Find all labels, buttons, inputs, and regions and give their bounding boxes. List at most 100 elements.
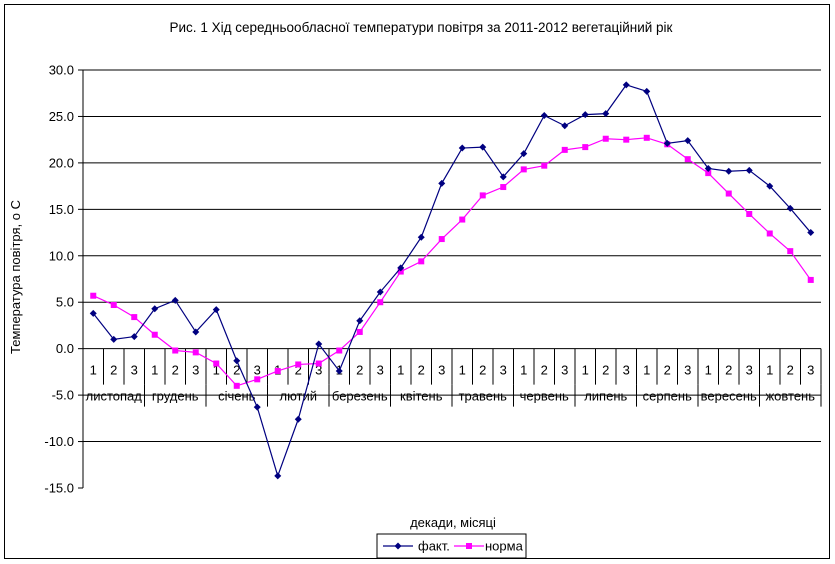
y-tick-label: -10.0 [44, 434, 74, 449]
month-label: листопад [86, 389, 143, 404]
data-point [192, 349, 199, 356]
decade-label: 1 [643, 363, 650, 378]
month-label: квітень [400, 389, 443, 404]
data-point [459, 216, 466, 223]
decade-label: 3 [192, 363, 199, 378]
data-point [581, 111, 589, 119]
data-point [684, 137, 692, 145]
data-point [274, 472, 282, 480]
data-point [520, 166, 527, 173]
data-point [233, 357, 241, 365]
decade-label: 2 [295, 363, 302, 378]
data-point [336, 347, 343, 354]
data-point [725, 167, 733, 175]
data-point [705, 170, 712, 177]
month-label: січень [218, 389, 256, 404]
series-actual [89, 81, 815, 480]
data-point [376, 288, 384, 296]
data-point [807, 229, 815, 237]
data-point [438, 179, 446, 187]
data-point [377, 299, 384, 306]
decade-label: 2 [787, 363, 794, 378]
data-point [397, 268, 404, 275]
decade-label: 2 [541, 363, 548, 378]
data-point [131, 314, 138, 321]
data-point [786, 204, 794, 212]
data-point [458, 144, 466, 152]
data-point [418, 258, 425, 265]
chart-area [4, 4, 830, 559]
data-point [335, 367, 343, 375]
data-point [684, 156, 691, 163]
decade-label: 2 [356, 363, 363, 378]
data-point [602, 135, 609, 142]
decade-label: 3 [315, 363, 322, 378]
month-label: жовтень [765, 389, 815, 404]
data-point [89, 309, 97, 317]
data-point [151, 331, 158, 338]
decade-label: 1 [213, 363, 220, 378]
data-point [192, 328, 200, 336]
decade-label: 3 [684, 363, 691, 378]
y-tick-label: 20.0 [49, 155, 74, 170]
legend-label: норма [485, 539, 524, 554]
decade-label: 3 [623, 363, 630, 378]
decade-label: 1 [705, 363, 712, 378]
month-label: грудень [152, 389, 199, 404]
data-point [787, 248, 794, 255]
decade-label: 2 [479, 363, 486, 378]
data-point [417, 233, 425, 241]
decade-label: 1 [582, 363, 589, 378]
decade-label: 1 [151, 363, 158, 378]
data-point [274, 367, 281, 374]
data-point [171, 296, 179, 304]
decade-label: 1 [90, 363, 97, 378]
data-point [438, 236, 445, 243]
y-tick-label: 15.0 [49, 202, 74, 217]
data-point [745, 166, 753, 174]
data-point [212, 306, 220, 314]
x-category-labels: 123123123123123123123123123123123123лист… [86, 363, 816, 404]
decade-label: 3 [746, 363, 753, 378]
y-tick-label: 5.0 [56, 295, 74, 310]
series-line [93, 137, 812, 387]
decade-label: 1 [397, 363, 404, 378]
data-point [233, 382, 240, 389]
decade-label: 1 [459, 363, 466, 378]
data-point [623, 136, 630, 143]
x-axis-label: декади, місяці [410, 515, 496, 530]
decade-label: 2 [418, 363, 425, 378]
data-point [499, 173, 507, 181]
data-point [110, 335, 118, 343]
data-point [582, 144, 589, 151]
y-tick-label: 0.0 [56, 341, 74, 356]
decade-label: 2 [172, 363, 179, 378]
month-label: травень [459, 389, 508, 404]
decade-label: 2 [664, 363, 671, 378]
decade-label: 1 [766, 363, 773, 378]
legend-marker [394, 542, 402, 550]
data-point [622, 81, 630, 89]
month-label: вересень [701, 389, 757, 404]
data-point [253, 403, 261, 411]
decade-label: 3 [254, 363, 261, 378]
data-point [561, 146, 568, 153]
y-tick-label: -5.0 [52, 388, 74, 403]
data-point [130, 333, 138, 341]
data-point [561, 122, 569, 130]
legend: факт. норма [376, 533, 527, 559]
month-label: червень [520, 389, 569, 404]
series-layer [89, 81, 815, 480]
decade-label: 2 [602, 363, 609, 378]
grid [78, 69, 822, 489]
data-point [807, 276, 814, 283]
decade-label: 3 [500, 363, 507, 378]
data-point [643, 134, 650, 141]
month-label: липень [584, 389, 627, 404]
data-point [254, 376, 261, 383]
data-point [397, 264, 405, 272]
data-point [479, 143, 487, 151]
data-point [500, 184, 507, 191]
data-point [295, 361, 302, 368]
